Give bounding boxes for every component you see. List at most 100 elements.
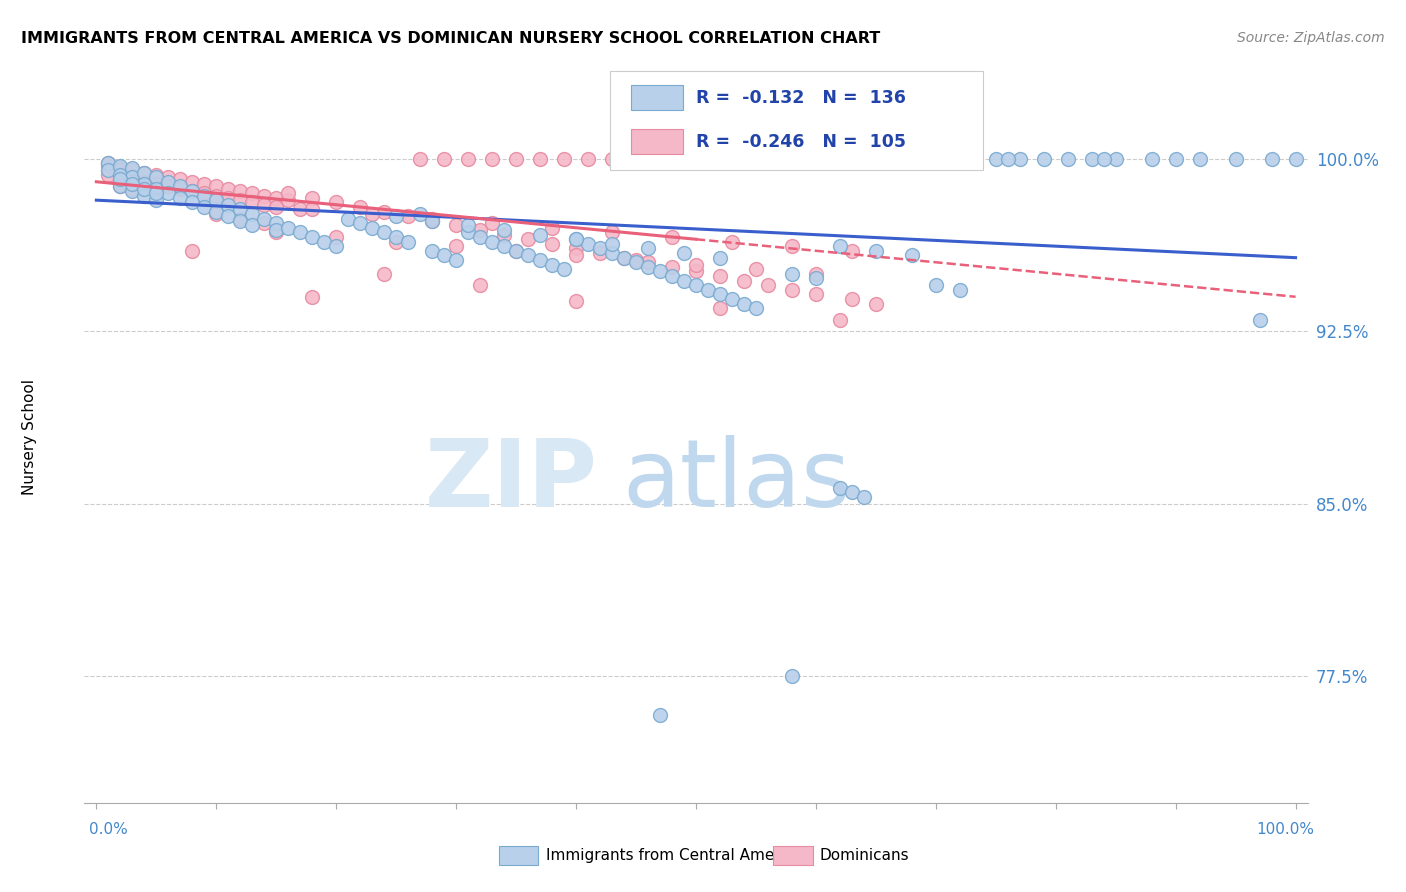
Point: [409, 152, 432, 166]
Point: [373, 204, 395, 219]
Point: [240, 219, 263, 233]
Point: [121, 182, 143, 196]
Point: [1092, 152, 1115, 166]
Point: [134, 188, 156, 202]
Point: [205, 193, 228, 207]
Point: [709, 268, 731, 283]
Point: [925, 278, 948, 293]
Point: [481, 235, 503, 249]
Point: [613, 251, 636, 265]
Point: [685, 278, 707, 293]
Point: [301, 191, 323, 205]
Point: [505, 244, 527, 258]
Point: [337, 211, 360, 226]
Point: [301, 290, 323, 304]
Point: [685, 258, 707, 272]
Point: [193, 188, 215, 202]
Point: [457, 219, 479, 233]
Point: [110, 172, 132, 186]
Text: Nursery School: Nursery School: [22, 379, 37, 495]
Point: [565, 232, 588, 246]
Point: [301, 230, 323, 244]
Point: [481, 216, 503, 230]
Point: [110, 161, 132, 175]
Point: [253, 216, 276, 230]
Point: [97, 163, 120, 178]
Point: [229, 193, 252, 207]
Point: [420, 211, 443, 226]
Point: [205, 207, 228, 221]
Point: [253, 211, 276, 226]
Point: [169, 182, 191, 196]
Point: [97, 156, 120, 170]
Point: [253, 188, 276, 202]
Point: [600, 236, 623, 251]
Point: [494, 239, 516, 253]
Point: [541, 258, 564, 272]
Point: [672, 274, 695, 288]
Point: [1284, 152, 1306, 166]
Point: [145, 177, 167, 191]
Point: [817, 152, 839, 166]
Point: [217, 209, 239, 223]
Point: [325, 239, 347, 253]
Point: [589, 242, 612, 256]
Point: [541, 220, 564, 235]
Point: [529, 252, 551, 267]
Point: [301, 202, 323, 217]
Point: [841, 152, 863, 166]
Point: [121, 172, 143, 186]
Point: [97, 159, 120, 173]
Point: [912, 152, 935, 166]
Point: [444, 219, 467, 233]
Point: [290, 226, 312, 240]
Point: [901, 248, 924, 262]
Point: [1164, 152, 1187, 166]
Point: [828, 239, 851, 253]
Point: [121, 170, 143, 185]
Point: [494, 227, 516, 242]
Point: [121, 177, 143, 191]
Point: [145, 193, 167, 207]
Point: [325, 195, 347, 210]
Point: [517, 248, 540, 262]
Point: [624, 252, 647, 267]
Point: [865, 244, 887, 258]
Point: [277, 220, 299, 235]
Point: [756, 278, 779, 293]
Point: [828, 312, 851, 326]
Point: [997, 152, 1019, 166]
Point: [264, 200, 287, 214]
Point: [804, 152, 827, 166]
Point: [193, 177, 215, 191]
Text: IMMIGRANTS FROM CENTRAL AMERICA VS DOMINICAN NURSERY SCHOOL CORRELATION CHART: IMMIGRANTS FROM CENTRAL AMERICA VS DOMIN…: [21, 31, 880, 46]
Text: R =  -0.246   N =  105: R = -0.246 N = 105: [696, 133, 905, 151]
Point: [925, 152, 948, 166]
Point: [565, 248, 588, 262]
Point: [517, 232, 540, 246]
Point: [290, 202, 312, 217]
Point: [624, 255, 647, 269]
Point: [205, 188, 228, 202]
Point: [733, 274, 755, 288]
Point: [110, 179, 132, 194]
Point: [121, 184, 143, 198]
Text: atlas: atlas: [623, 435, 851, 527]
Point: [745, 301, 768, 316]
Point: [169, 191, 191, 205]
Point: [1140, 152, 1163, 166]
Point: [1008, 152, 1031, 166]
Point: [529, 152, 551, 166]
FancyBboxPatch shape: [610, 71, 983, 170]
Point: [121, 163, 143, 178]
Point: [1188, 152, 1211, 166]
Point: [529, 227, 551, 242]
Point: [264, 223, 287, 237]
Point: [110, 159, 132, 173]
Point: [637, 242, 659, 256]
Point: [169, 179, 191, 194]
Point: [648, 152, 671, 166]
Text: R =  -0.132   N =  136: R = -0.132 N = 136: [696, 88, 905, 107]
Point: [865, 296, 887, 310]
Point: [145, 186, 167, 201]
